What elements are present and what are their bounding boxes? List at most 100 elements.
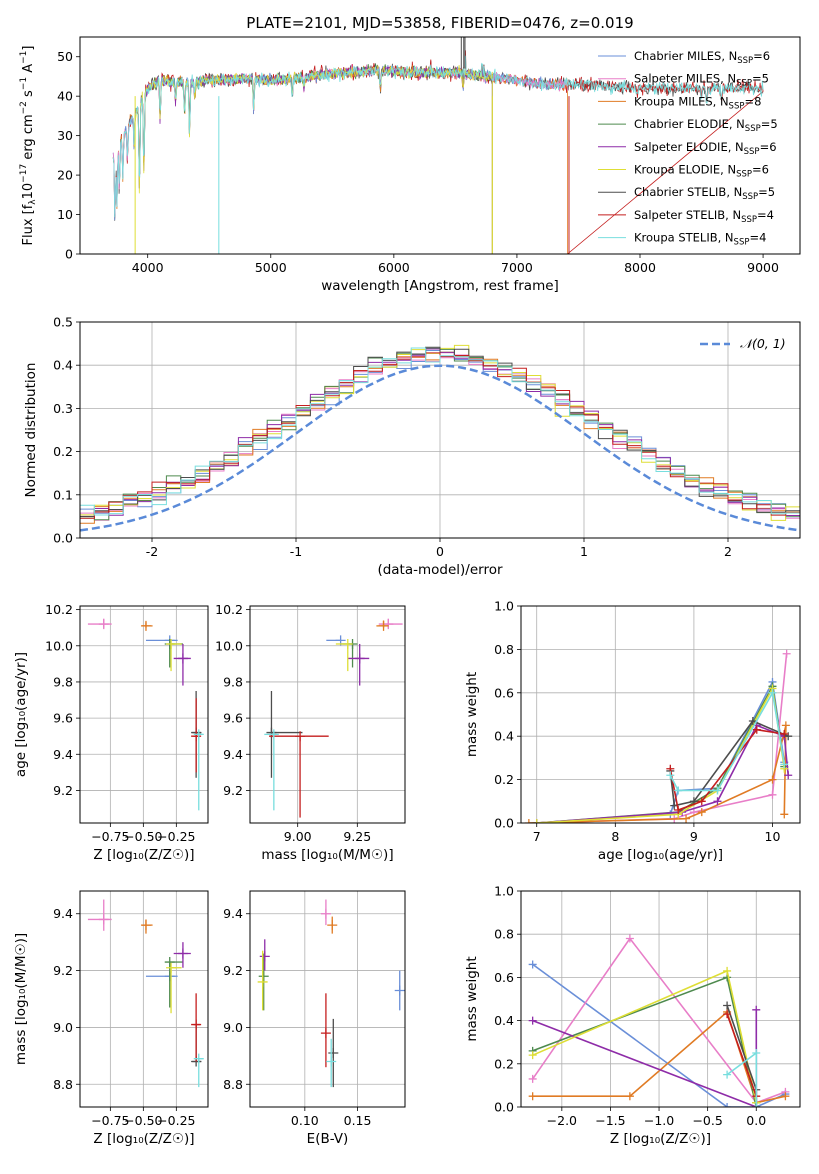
legend-label: Salpeter STELIB, NSSP=4 — [634, 208, 774, 225]
massweight_vs_age-series-line — [669, 720, 789, 807]
massweight_vs_Z-xtick-label: −0.5 — [692, 1113, 722, 1128]
age_vs_mass-ytick-label: 9.8 — [223, 674, 243, 689]
massweight_vs_Z-xtick-label: −1.0 — [644, 1113, 674, 1128]
massweight_vs_age-xlabel: age [log₁₀(age/yr)] — [598, 847, 723, 863]
massweight_vs_Z-marker — [781, 1092, 790, 1101]
massweight_vs_Z-series-line — [726, 1013, 758, 1097]
age_vs_mass-point — [335, 638, 353, 672]
residuals-histogram — [80, 352, 800, 519]
residuals-axes: -2 -1 0 1 2 0.0 0.1 0.2 0.3 0.4 0.5 — [53, 315, 800, 559]
massweight_vs_age-series-line — [536, 653, 788, 823]
age_vs_Z-point — [164, 638, 183, 668]
massweight_vs_age-marker — [768, 775, 777, 784]
age_vs_Z-point — [193, 729, 204, 811]
age_vs_mass-ytick-label: 10.2 — [215, 602, 243, 617]
age_vs_Z-point — [87, 618, 112, 630]
massweight_vs_age-marker — [782, 649, 791, 658]
massweight_vs_age-marker — [697, 797, 706, 806]
massweight_vs_age-marker — [697, 808, 706, 817]
age_vs_Z-point — [166, 638, 182, 672]
spectrum-series-line — [112, 55, 764, 218]
mass_vs_ebv-point — [257, 950, 268, 1011]
spectrum-series-line — [112, 64, 568, 221]
age_vs_Z-ylabel: age [log₁₀(age/yr)] — [13, 652, 29, 777]
mass_vs_Z-point — [145, 971, 178, 982]
massweight_vs_age-ytick-label: 0.4 — [494, 729, 514, 744]
spectrum-series-line — [133, 65, 493, 254]
residuals-histogram — [80, 346, 800, 517]
residuals-ytick-label: 0.5 — [53, 315, 73, 330]
massweight_vs_Z-marker — [752, 1049, 761, 1057]
age_vs_Z-xtick-label: −0.25 — [157, 829, 195, 844]
mass_vs_ebv-point — [327, 916, 338, 934]
massweight_vs_Z-marker — [528, 1074, 537, 1083]
massweight_vs_age-marker — [748, 717, 757, 726]
massweight_vs_age-series-line — [536, 683, 786, 823]
mass_vs_ebv-ytick-label: 9.0 — [223, 1020, 243, 1035]
age_vs_mass-xtick-label: 9.25 — [343, 829, 371, 844]
residuals-ytick-label: 0.3 — [53, 401, 73, 416]
age_vs_mass-ytick-label: 9.2 — [223, 783, 243, 798]
mass_vs_Z-point — [173, 942, 191, 968]
age_vs_Z-xlabel: Z [log₁₀(Z/Z☉)] — [93, 847, 194, 863]
figure-title: PLATE=2101, MJD=53858, FIBERID=0476, z=0… — [246, 14, 633, 32]
spectrum-xlabel: wavelength [Angstrom, rest frame] — [321, 278, 559, 294]
massweight_vs_Z-marker — [723, 1103, 732, 1107]
mass_vs_ebv-xlabel: E(B-V) — [307, 1131, 349, 1147]
massweight_vs_Z-marker — [752, 1005, 761, 1014]
residuals-ytick-label: 0.1 — [53, 487, 73, 502]
massweight_vs_age-marker — [674, 805, 683, 814]
massweight_vs_age-series-line — [536, 724, 789, 823]
age_vs_Z-ytick-label: 9.2 — [53, 783, 73, 798]
massweight_vs_Z-ytick-label: 1.0 — [494, 884, 514, 899]
massweight_vs_Z-ytick-label: 0.2 — [494, 1056, 514, 1071]
mass_vs_Z-xtick-label: −0.75 — [91, 1113, 129, 1128]
massweight_vs_age-ytick-label: 0.2 — [494, 772, 514, 787]
mass_vs_Z-point — [193, 1053, 204, 1088]
massweight_vs_Z-xlabel: Z [log₁₀(Z/Z☉)] — [610, 1131, 711, 1147]
residuals-frame — [79, 321, 801, 539]
spectrum-xtick-label: 9000 — [747, 260, 779, 275]
mass_vs_ebv-xtick-label: 0.15 — [344, 1113, 372, 1128]
spectrum-ytick-label: 50 — [57, 49, 73, 64]
massweight_vs_Z-marker — [723, 1070, 732, 1079]
legend-label: Chabrier STELIB, NSSP=5 — [634, 185, 775, 202]
massweight_vs_age-xtick-label: 8 — [611, 829, 619, 844]
spectrum-axes: 4000 5000 6000 7000 8000 9000 0 10 20 30 40 50 — [57, 49, 779, 275]
age_vs_Z-point — [191, 698, 202, 773]
legend-label: Chabrier MILES, NSSP=6 — [634, 49, 770, 66]
massweight_vs_Z-series-line — [532, 976, 758, 1107]
mass_vs_ebv-point — [320, 899, 331, 926]
mass_vs_ebv-point — [394, 970, 405, 1011]
massweight_vs_age-marker — [780, 810, 789, 819]
age_vs_mass-ytick-label: 9.4 — [223, 747, 243, 762]
spectrum-xtick-label: 7000 — [501, 260, 533, 275]
age_vs_mass-frame — [249, 605, 406, 824]
spectrum-series-line — [133, 66, 493, 254]
massweight_vs_Z-marker — [528, 1016, 537, 1025]
mass_vs_Z-xlabel: Z [log₁₀(Z/Z☉)] — [93, 1131, 194, 1147]
spectrum-frame — [79, 36, 801, 255]
massweight_vs_age-marker — [752, 725, 761, 734]
legend-label: Salpeter ELODIE, NSSP=6 — [634, 140, 777, 157]
mass_vs_Z-ytick-label: 9.0 — [53, 1020, 73, 1035]
massweight_vs_age-marker — [666, 771, 675, 780]
massweight_vs_age-xtick-label: 7 — [533, 829, 541, 844]
massweight_vs_Z-series-line — [532, 963, 786, 1107]
spectrum-xtick-label: 8000 — [624, 260, 656, 275]
spectrum-ytick-label: 20 — [57, 168, 73, 183]
legend-label: Salpeter MILES, NSSP=5 — [634, 72, 769, 89]
age_vs_Z-axes: −0.75−0.50−0.25 9.2 9.4 9.6 9.8 10.0 10.2 — [45, 602, 208, 844]
mass_vs_ebv-frame — [249, 890, 406, 1108]
massweight_vs_age-marker — [768, 688, 777, 697]
legend-label: Kroupa STELIB, NSSP=4 — [634, 231, 766, 248]
age_vs_Z-ytick-label: 10.2 — [45, 602, 73, 617]
residuals-ytick-label: 0.2 — [53, 444, 73, 459]
mass_vs_ebv-ytick-label: 9.4 — [223, 906, 243, 921]
age_vs_mass-point — [340, 638, 358, 668]
residuals-xlabel: (data-model)/error — [377, 562, 503, 578]
mass_vs_ebv-point — [320, 993, 331, 1068]
legend-label: Chabrier ELODIE, NSSP=5 — [634, 117, 778, 134]
massweight_vs_age-ytick-label: 0.8 — [494, 642, 514, 657]
